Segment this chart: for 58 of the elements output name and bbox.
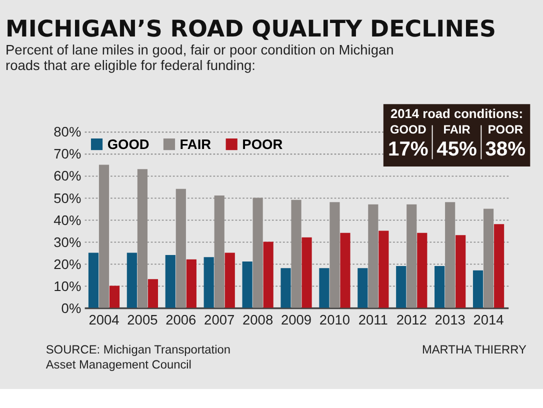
bar [302, 237, 312, 308]
bar [263, 242, 274, 308]
x-tick-label: 2010 [319, 312, 350, 328]
annotation: POOR [488, 122, 524, 137]
bar [186, 259, 196, 308]
annotation: GOOD [390, 122, 427, 137]
source-note: SOURCE: Michigan Transportation [46, 342, 230, 357]
bar [434, 266, 445, 308]
y-tick-label: 30% [54, 234, 82, 250]
bar [340, 232, 350, 308]
bar [456, 235, 466, 308]
x-tick-label: 2005 [127, 312, 158, 328]
text: MARTHA THIERRY [422, 342, 527, 357]
y-tick-label: 0% [61, 300, 82, 316]
annotation: FAIR [443, 122, 471, 137]
bar [280, 268, 291, 308]
x-tick-label: 2007 [204, 312, 235, 328]
y-tick-label: 50% [54, 190, 82, 206]
x-tick-label: 2008 [242, 312, 274, 328]
bar [88, 252, 99, 308]
text: 2014 road conditions: [390, 106, 524, 121]
bar [319, 268, 330, 308]
bar [109, 286, 120, 308]
x-tick-label: 2012 [396, 312, 427, 328]
y-tick-label: 80% [54, 124, 82, 140]
bar [358, 268, 368, 308]
bar [148, 279, 158, 308]
bar [417, 232, 428, 308]
legend-label: POOR [242, 136, 283, 152]
bar [472, 270, 484, 308]
y-tick-label: 20% [54, 256, 82, 272]
bar [378, 230, 389, 308]
annotation: 17% [388, 138, 428, 161]
text: roads that are eligible for federal funding: [6, 58, 256, 74]
bar [494, 224, 504, 308]
legend-label: GOOD [107, 136, 150, 152]
x-tick-label: 2014 [473, 312, 504, 328]
x-tick-label: 2011 [358, 312, 388, 328]
x-tick-label: 2006 [166, 312, 197, 328]
bar [224, 252, 235, 308]
text: Percent of lane miles in good, fair or poor condition on Michigan [6, 42, 394, 58]
bar [204, 257, 214, 308]
text: Asset Management Council [46, 357, 192, 372]
annotation: 45% [436, 138, 478, 161]
y-tick-label: 10% [54, 278, 82, 294]
chart-title: MICHIGAN’S ROAD QUALITY DECLINES [6, 16, 496, 42]
legend-label: FAIR [180, 136, 212, 152]
y-tick-label: 60% [54, 168, 82, 184]
x-tick-label: 2004 [88, 312, 120, 328]
bar [242, 262, 252, 308]
x-tick-label: 2013 [434, 312, 466, 328]
x-tick-label: 2009 [280, 312, 312, 328]
bar [165, 254, 176, 308]
annotation: 38% [485, 138, 526, 161]
bar [396, 266, 406, 308]
y-tick-label: 40% [54, 212, 82, 228]
y-tick-label: 70% [54, 146, 82, 162]
bar [126, 252, 137, 308]
